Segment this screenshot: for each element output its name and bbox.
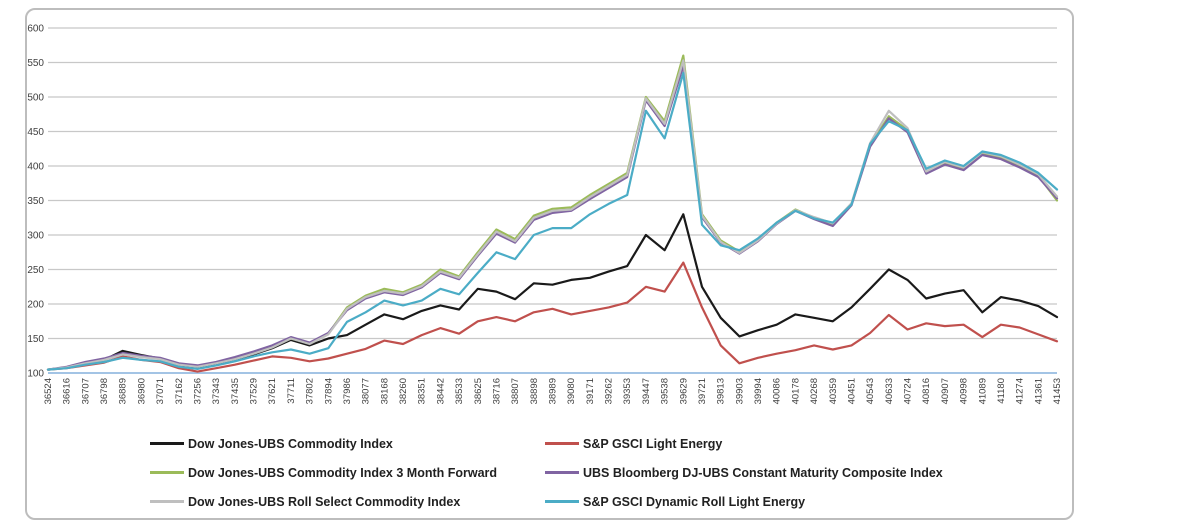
x-tick-label: 41180: [996, 378, 1007, 404]
x-tick-label: 39994: [753, 378, 764, 404]
x-tick-label: 40998: [959, 378, 970, 404]
x-tick-label: 39171: [585, 378, 596, 404]
x-tick-label: 39903: [734, 378, 745, 404]
legend-swatch-icon: [545, 471, 579, 474]
series-line-4: [46, 59, 1059, 371]
x-tick-label: 37343: [211, 378, 222, 404]
x-tick-label: 37529: [249, 378, 260, 404]
y-tick-label: 250: [27, 265, 44, 276]
y-axis-labels: 100 150 200 250 300 350 400 450 500 550 600: [27, 24, 44, 380]
x-tick-label: 36524: [43, 378, 54, 404]
x-tick-label: 39721: [697, 378, 708, 404]
x-tick-label: 37802: [305, 378, 316, 404]
y-tick-label: 600: [27, 24, 44, 35]
legend-column-right: S&P GSCI Light Energy UBS Bloomberg DJ-UB…: [545, 429, 943, 516]
y-tick-label: 500: [27, 93, 44, 104]
x-axis-labels: 36524 36616 36707 36798 36889 36980 37071 37162…: [43, 378, 1063, 404]
x-tick-label: 36616: [62, 378, 73, 404]
x-tick-label: 41089: [977, 378, 988, 404]
legend-label: Dow Jones-UBS Roll Select Commodity Inde…: [188, 494, 461, 509]
legend-item: Dow Jones-UBS Commodity Index: [150, 429, 497, 458]
x-tick-label: 37162: [174, 378, 185, 404]
y-tick-label: 300: [27, 231, 44, 242]
x-tick-label: 38351: [417, 378, 428, 404]
x-tick-label: 40816: [921, 378, 932, 404]
x-tick-label: 38533: [454, 378, 465, 404]
x-tick-label: 40359: [828, 378, 839, 404]
legend-swatch-icon: [150, 500, 184, 503]
x-tick-label: 39447: [641, 378, 652, 404]
x-tick-label: 40907: [940, 378, 951, 404]
x-tick-label: 38807: [510, 378, 521, 404]
series-line-5: [46, 71, 1059, 371]
y-tick-label: 200: [27, 300, 44, 311]
x-tick-label: 38989: [548, 378, 559, 404]
series-line-0: [46, 213, 1059, 371]
x-tick-label: 39813: [716, 378, 727, 404]
y-tick-label: 100: [27, 369, 44, 380]
legend-label: S&P GSCI Dynamic Roll Light Energy: [583, 494, 806, 509]
x-tick-label: 37256: [192, 378, 203, 404]
legend-swatch-icon: [545, 442, 579, 445]
x-tick-label: 40086: [772, 378, 783, 404]
x-tick-label: 40543: [865, 378, 876, 404]
legend-label: S&P GSCI Light Energy: [583, 436, 723, 451]
y-tick-label: 400: [27, 162, 44, 173]
series-line-3: [46, 64, 1059, 371]
x-tick-label: 36798: [99, 378, 110, 404]
x-tick-label: 38260: [398, 378, 409, 404]
x-tick-label: 41453: [1052, 378, 1063, 404]
x-tick-label: 40633: [884, 378, 895, 404]
x-tick-label: 37986: [342, 378, 353, 404]
x-tick-label: 41361: [1033, 378, 1044, 404]
x-tick-label: 36707: [80, 378, 91, 404]
y-tick-label: 550: [27, 58, 44, 69]
x-tick-label: 38442: [435, 378, 446, 404]
y-tick-label: 150: [27, 334, 44, 345]
x-tick-label: 38168: [379, 378, 390, 404]
x-tick-label: 41274: [1015, 378, 1026, 404]
gridlines: [48, 27, 1057, 374]
legend-item: S&P GSCI Light Energy: [545, 429, 943, 458]
legend-item: UBS Bloomberg DJ-UBS Constant Maturity C…: [545, 458, 943, 487]
y-tick-label: 350: [27, 196, 44, 207]
legend-label: Dow Jones-UBS Commodity Index: [188, 436, 393, 451]
x-tick-label: 39353: [622, 378, 633, 404]
chart-frame: [25, 8, 1074, 520]
legend-swatch-icon: [545, 500, 579, 503]
x-tick-label: 39080: [566, 378, 577, 404]
legend-swatch-icon: [150, 442, 184, 445]
legend-label: Dow Jones-UBS Commodity Index 3 Month Fo…: [188, 465, 498, 480]
x-tick-label: 37894: [323, 378, 334, 404]
series-line-1: [46, 261, 1059, 373]
x-tick-label: 36980: [136, 378, 147, 404]
legend-column-left: Dow Jones-UBS Commodity Index Dow Jones-U…: [150, 429, 497, 516]
x-tick-label: 40268: [809, 378, 820, 404]
x-tick-label: 37435: [230, 378, 241, 404]
x-tick-label: 39629: [678, 378, 689, 404]
x-tick-label: 39262: [604, 378, 615, 404]
x-tick-label: 39538: [660, 378, 671, 404]
x-tick-label: 38625: [473, 378, 484, 404]
legend-item: Dow Jones-UBS Commodity Index 3 Month Fo…: [150, 458, 497, 487]
x-tick-label: 40178: [790, 378, 801, 404]
x-tick-label: 36889: [118, 378, 129, 404]
legend-label: UBS Bloomberg DJ-UBS Constant Maturity C…: [583, 465, 943, 480]
x-tick-label: 37071: [155, 378, 166, 404]
legend-item: S&P GSCI Dynamic Roll Light Energy: [545, 487, 943, 516]
x-tick-label: 38898: [529, 378, 540, 404]
x-tick-label: 37711: [286, 378, 297, 404]
x-tick-label: 38716: [491, 378, 502, 404]
legend-item: Dow Jones-UBS Roll Select Commodity Inde…: [150, 487, 497, 516]
x-tick-label: 38077: [361, 378, 372, 404]
x-tick-label: 37621: [267, 378, 278, 404]
y-tick-label: 450: [27, 127, 44, 138]
x-tick-label: 40724: [903, 378, 914, 404]
legend-swatch-icon: [150, 471, 184, 474]
x-tick-label: 40451: [846, 378, 857, 404]
